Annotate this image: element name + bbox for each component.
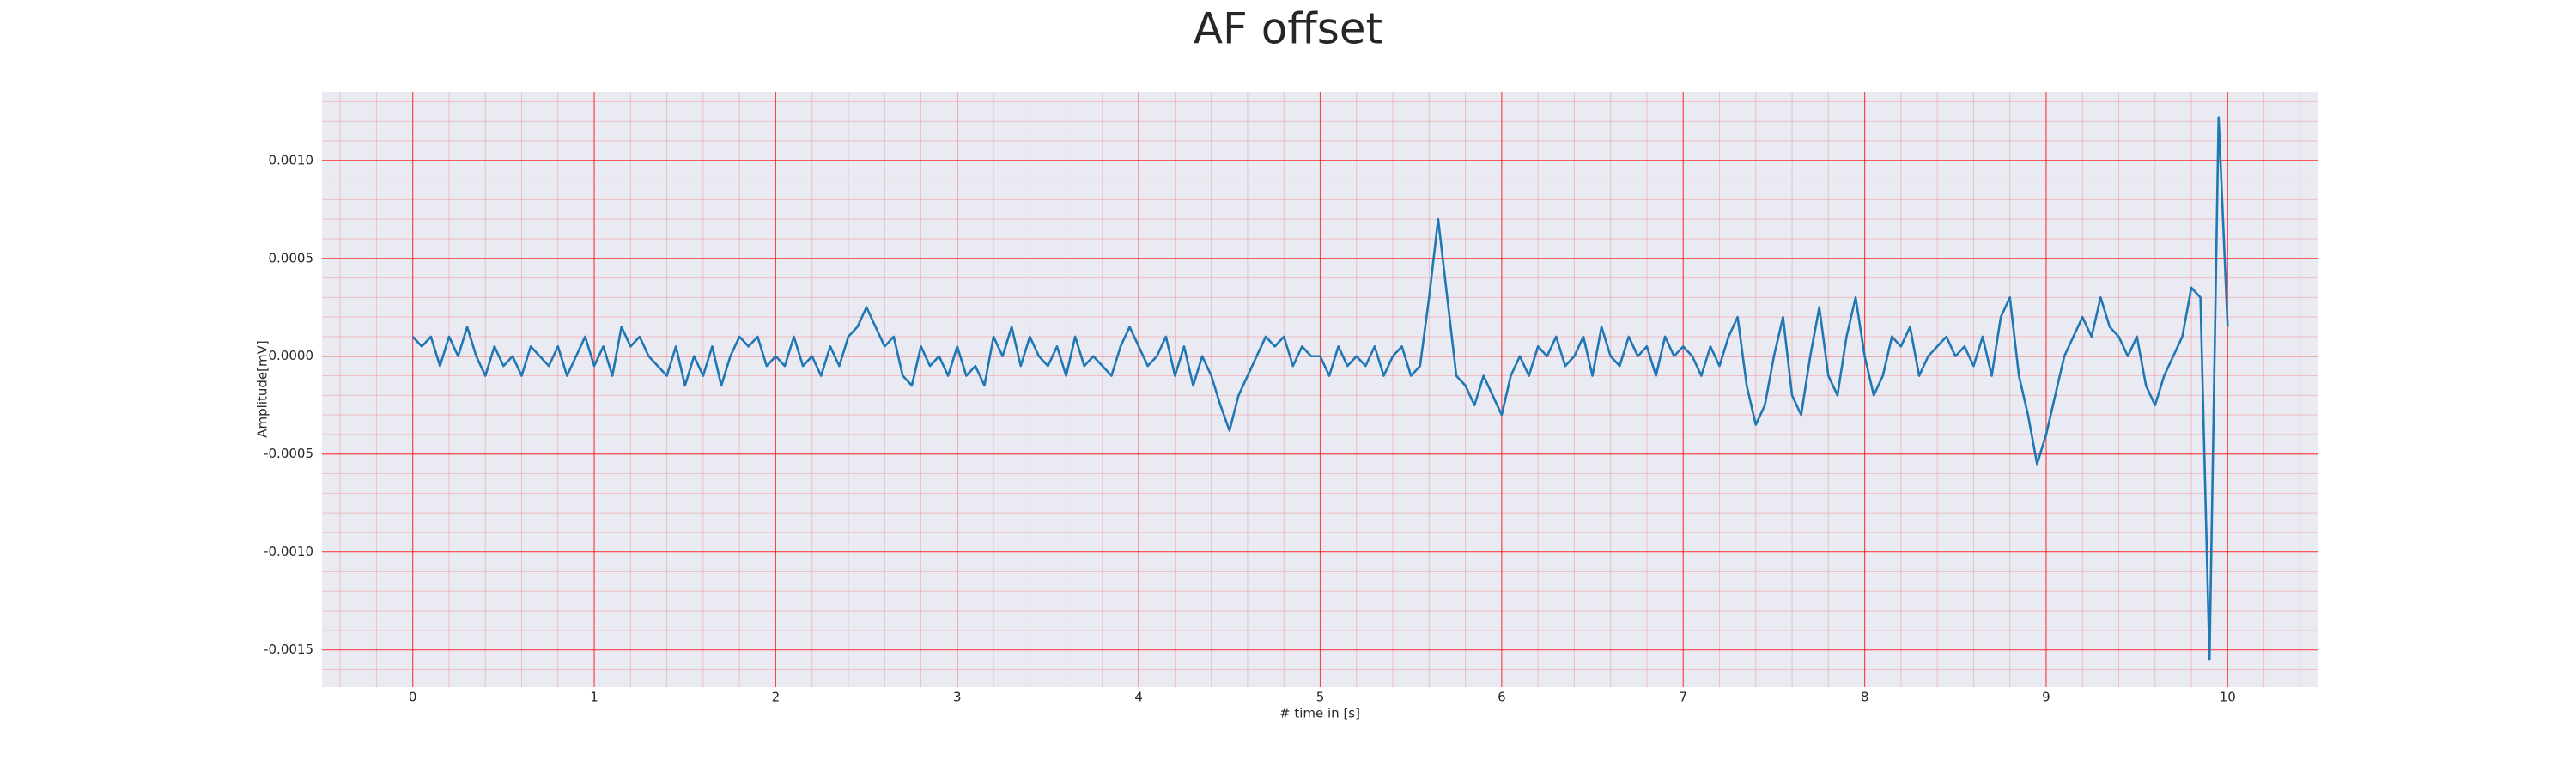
x-axis-label: # time in [s]	[1279, 706, 1360, 721]
x-tick-label: 1	[590, 690, 598, 705]
y-tick-label: -0.0005	[264, 446, 313, 461]
x-tick-label: 8	[1861, 690, 1869, 705]
y-tick-label: 0.0000	[269, 348, 314, 363]
y-axis-label: Amplitude[mV]	[255, 340, 270, 437]
y-tick-label: 0.0010	[269, 152, 314, 167]
y-tick-label: 0.0005	[269, 250, 314, 265]
chart-title: AF offset	[1194, 4, 1382, 54]
x-tick-label: 9	[2042, 690, 2050, 705]
data-line	[411, 116, 2229, 661]
y-tick-label: -0.0010	[264, 544, 313, 559]
x-tick-label: 4	[1134, 690, 1143, 705]
x-tick-label: 6	[1498, 690, 1506, 705]
x-tick-label: 0	[409, 690, 417, 705]
x-tick-label: 10	[2220, 690, 2236, 705]
x-tick-label: 7	[1679, 690, 1687, 705]
x-tick-label: 2	[772, 690, 781, 705]
x-tick-label: 3	[953, 690, 962, 705]
y-tick-label: -0.0015	[264, 642, 313, 657]
x-tick-label: 5	[1316, 690, 1325, 705]
